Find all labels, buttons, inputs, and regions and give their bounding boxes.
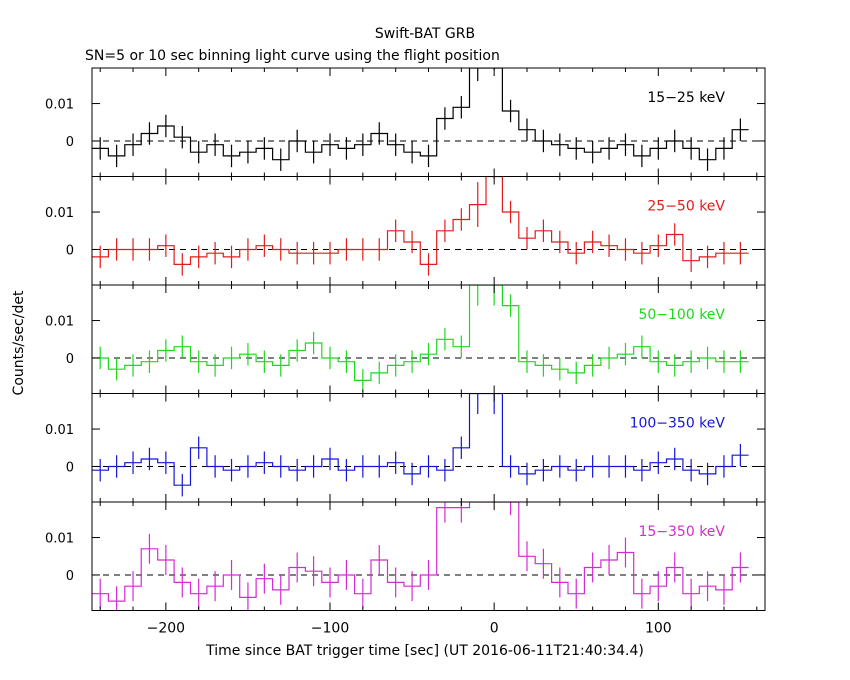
- series-2: [92, 176, 749, 276]
- band-label: 50−100 keV: [638, 307, 725, 323]
- y-tick-label: 0: [66, 135, 74, 150]
- y-tick-label: 0: [66, 243, 74, 258]
- step-line: [92, 176, 749, 265]
- panel-3: 0 0.01 50−100 keV: [45, 284, 766, 394]
- band-label: 15−350 keV: [638, 524, 725, 540]
- x-tick-label: −100: [311, 621, 349, 637]
- step-line: [92, 285, 749, 381]
- panel-1: 0 0.01 15−25 keV: [45, 67, 766, 177]
- chart-subtitle: SN=5 or 10 sec binning light curve using…: [85, 48, 500, 64]
- y-tick-label: 0.01: [45, 98, 74, 113]
- step-line: [92, 68, 749, 161]
- panel-stack: 0 0.01 15−25 keV 0 0.01 25−50 keV 0 0.01 50−100 …: [45, 67, 766, 611]
- series-3: [92, 285, 749, 392]
- x-axis-label: Time since BAT trigger time [sec] (UT 20…: [205, 643, 644, 659]
- x-tick-labels: −200 −100 0 100: [147, 621, 672, 637]
- y-tick-label: 0.01: [45, 423, 74, 438]
- step-line: [92, 502, 749, 602]
- band-label: 100−350 keV: [630, 416, 726, 432]
- y-tick-label: 0.01: [45, 532, 74, 547]
- y-tick-label: 0.01: [45, 315, 74, 330]
- series-5: [92, 502, 749, 611]
- panel-frame: [91, 284, 766, 394]
- y-tick-label: 0: [66, 569, 74, 584]
- series-4: [92, 393, 749, 497]
- y-tick-label: 0: [66, 460, 74, 475]
- band-label: 25−50 keV: [647, 199, 725, 215]
- x-tick-label: −200: [147, 621, 185, 637]
- y-tick-label: 0: [66, 352, 74, 367]
- panel-2: 0 0.01 25−50 keV: [45, 176, 766, 286]
- chart-title: Swift-BAT GRB: [375, 26, 475, 42]
- panel-4: 0 0.01 100−350 keV: [45, 393, 766, 503]
- x-tick-label: 100: [645, 621, 672, 637]
- step-line: [92, 393, 749, 486]
- x-tick-label: 0: [490, 621, 499, 637]
- series-1: [92, 68, 749, 171]
- y-tick-label: 0.01: [45, 206, 74, 221]
- panel-5: 0 0.01 15−350 keV: [45, 501, 766, 611]
- band-label: 15−25 keV: [647, 90, 725, 106]
- y-axis-label: Counts/sec/det: [11, 290, 27, 395]
